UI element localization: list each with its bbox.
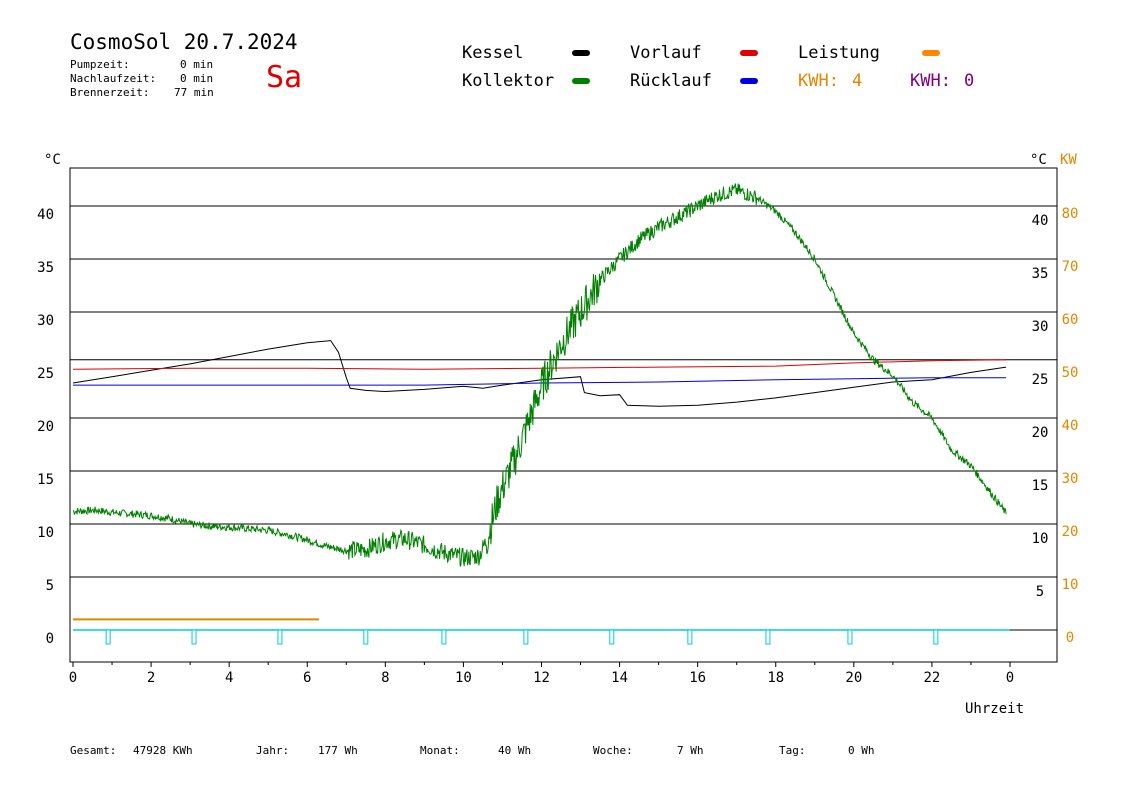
x-tick-label-0: 0 [69,670,77,686]
y-right-c-label-3: 20 [1032,425,1049,441]
y-right-kw-label-4: 40 [1062,418,1079,434]
x-tick-label-3: 6 [303,670,311,686]
plot-frame [69,167,1058,663]
y-right-kw-label-2: 20 [1062,524,1079,540]
pump-pulse-5 [523,629,529,645]
pump-pulse-3 [363,629,369,645]
x-tick-label-2: 4 [225,670,233,686]
y-left-label-3: 15 [37,472,54,488]
x-tick-label-11: 22 [923,670,940,686]
footer-monat-value: 40 Wh [498,744,532,757]
y-right-kw-label-3: 30 [1062,471,1079,487]
x-tick-label-5: 10 [455,670,472,686]
pump-pulses [73,629,1010,645]
weekday-label: Sa [266,60,303,95]
footer-jahr-label: Jahr: [256,744,290,757]
gridlines [70,205,1057,631]
y-right-c-label-1: 10 [1032,531,1049,547]
legend-vorlauf-label: Vorlauf [630,43,702,63]
chart-title: CosmoSol 20.7.2024 [70,30,298,54]
series-line-2 [73,377,1007,386]
legend-kwh2-value: 0 [964,71,975,91]
x-tick-label-8: 16 [689,670,706,686]
footer-woche-value: 7 Wh [677,744,704,757]
stat-nachlaufzeit-value: 0 min [180,72,214,85]
pump-pulse-7 [687,629,693,645]
y-right-c-label-5: 30 [1032,319,1049,335]
stat-pumpzeit-value: 0 min [180,58,214,71]
y-left-label-1: 5 [46,578,54,594]
legend-kwh1-label: KWH: [798,71,839,91]
y-left-label-4: 20 [37,419,54,435]
y-left-label-5: 25 [37,366,54,382]
stat-pumpzeit-label: Pumpzeit: [70,58,130,71]
pump-pulse-2 [277,629,283,645]
pump-pulse-0 [105,629,111,645]
series-line-0 [72,340,1007,407]
footer-tag-value: 0 Wh [848,744,875,757]
x-tick-label-6: 12 [533,670,550,686]
legend-kwh1-value: 4 [852,71,863,91]
footer-woche-label: Woche: [593,744,633,757]
left-axis-unit: °C [44,152,61,168]
legend-ruecklauf-swatch [740,78,758,84]
legend-kessel-label: Kessel [462,43,524,63]
legend-leistung-label: Leistung [798,43,880,63]
legend-kwh2-label: KWH: [910,71,951,91]
x-tick-label-7: 14 [611,670,628,686]
x-tick-label-4: 8 [381,670,389,686]
right-axis-unit-kw: KW [1060,152,1077,168]
series-line-3 [72,183,1007,567]
y-right-kw-label-7: 70 [1062,259,1079,275]
legend-kessel-swatch [572,50,590,56]
legend-kollektor-swatch [572,78,590,84]
pump-pulse-8 [765,629,771,645]
pump-pulse-10 [933,629,939,645]
legend-kollektor-label: Kollektor [462,71,555,91]
footer-monat-label: Monat: [420,744,460,757]
y-left-label-6: 30 [37,313,54,329]
y-right-c-label-7: 40 [1032,213,1049,229]
y-right-c-label-2: 15 [1032,478,1049,494]
right-axis-unit-c: °C [1030,152,1047,168]
pump-pulse-4 [441,629,447,645]
x-tick-label-12: 0 [1006,670,1014,686]
y-right-c-label-0: 5 [1036,584,1044,600]
footer-jahr-value: 177 Wh [318,744,358,757]
x-tick-label-9: 18 [767,670,784,686]
x-tick-label-10: 20 [845,670,862,686]
y-right-c-label-6: 35 [1032,266,1049,282]
y-right-c-label-4: 25 [1032,372,1049,388]
y-right-kw-label-5: 50 [1062,365,1079,381]
footer-gesamt-value: 47928 KWh [133,744,193,757]
y-left-label-7: 35 [37,260,54,276]
axis-ticks: 0 2 4 6 8 10 12 14 16 18 20 22 0 0 5 10 15 20 25 30 35 40 5 10 1… [37,206,1078,686]
series-line-1 [72,359,1007,370]
series-layer [72,183,1007,621]
legend-leistung-swatch [922,50,940,56]
y-right-kw-label-8: 80 [1062,206,1079,222]
y-right-kw-label-0: 0 [1066,630,1074,646]
y-left-label-0: 0 [46,631,54,647]
y-right-kw-label-1: 10 [1062,577,1079,593]
stat-brennerzeit-label: Brennerzeit: [70,86,150,99]
x-tick-label-1: 2 [147,670,155,686]
stat-nachlaufzeit-label: Nachlaufzeit: [70,72,157,85]
y-right-kw-label-6: 60 [1062,312,1079,328]
y-left-label-8: 40 [37,207,54,223]
pump-pulse-6 [609,629,615,645]
legend-ruecklauf-label: Rücklauf [630,71,712,91]
y-left-label-2: 10 [37,525,54,541]
pump-pulse-1 [191,629,197,645]
pump-pulse-9 [847,629,853,645]
footer-tag-label: Tag: [779,744,806,757]
stat-brennerzeit-value: 77 min [174,86,214,99]
footer-gesamt-label: Gesamt: [70,744,117,757]
legend-vorlauf-swatch [740,50,758,56]
x-axis-label: Uhrzeit [965,701,1025,717]
